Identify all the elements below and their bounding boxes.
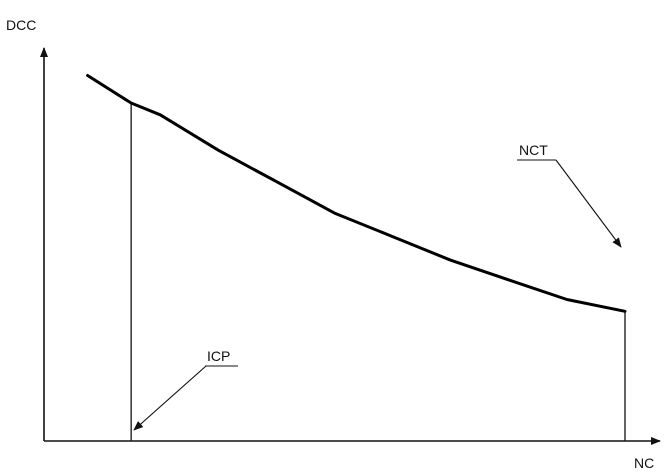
data-curve [86, 74, 627, 313]
x-axis-label: NC [634, 455, 654, 471]
y-axis-label: DCC [6, 17, 36, 33]
nct-label: NCT [519, 142, 548, 158]
icp-label: ICP [207, 348, 230, 364]
icp-leader-arrow [133, 365, 207, 431]
nct-leader-arrow [555, 159, 622, 248]
